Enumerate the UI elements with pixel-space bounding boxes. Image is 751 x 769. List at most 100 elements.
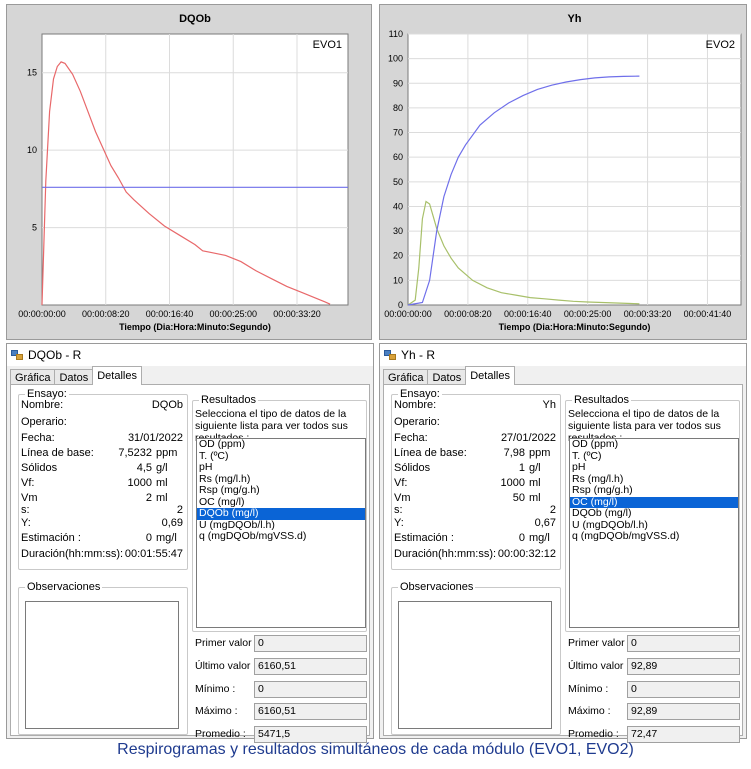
ensayo-field-unit: ml — [529, 492, 541, 504]
ensayo-field-unit: ppm — [529, 447, 551, 459]
observaciones-legend: Observaciones — [398, 581, 476, 593]
ensayo-field-value: 1000 — [127, 477, 152, 489]
resultados-list-item[interactable]: OC (mg/l) — [199, 495, 245, 508]
observaciones-group: Observaciones — [18, 581, 188, 735]
tab-datos[interactable]: Datos — [54, 369, 94, 385]
stat-label: Mínimo : — [195, 683, 236, 695]
resultados-list-item[interactable]: OD (ppm) — [572, 438, 619, 450]
x-axis-label: Tiempo (Dia:Hora:Minuto:Segundo) — [119, 322, 271, 332]
ensayo-field-value: 0 — [145, 532, 152, 544]
ensayo-field-label: Duración(hh:mm:ss): — [394, 548, 497, 560]
resultados-list-item[interactable]: T. (ºC) — [572, 449, 602, 462]
stat-label: Promedio : — [195, 728, 246, 740]
tab-detalles[interactable]: Detalles — [465, 366, 515, 385]
stat-value-box: 5471,5 — [254, 726, 367, 743]
y-tick-label: 80 — [393, 103, 403, 113]
ensayo-field-unit: mg/l — [156, 532, 177, 544]
resultados-list-item[interactable]: pH — [572, 461, 586, 473]
ensayo-field-label: Nombre: — [394, 399, 437, 411]
ensayo-field-label: Operario: — [21, 416, 67, 428]
y-tick-label: 15 — [27, 68, 37, 78]
ensayo-field-label: Estimación : — [394, 532, 454, 544]
y-tick-label: 30 — [393, 226, 403, 236]
stat-label: Mínimo : — [568, 683, 609, 695]
observaciones-textarea[interactable] — [25, 601, 179, 729]
ensayo-group: Ensayo: Nombre: DQOb Operario: Fecha: 31/01/2… — [18, 388, 188, 570]
window-title: Yh - R — [401, 348, 436, 362]
ensayo-field-value: 00:00:32:12 — [497, 548, 556, 560]
resultados-legend: Resultados — [199, 394, 259, 406]
resultados-description: Selecciona el tipo de datos de la siguie… — [195, 408, 348, 444]
tab-grafica[interactable]: Gráfica — [383, 369, 429, 385]
x-tick-label: 00:00:16:40 — [146, 309, 194, 319]
y-tick-label: 100 — [388, 54, 403, 64]
resultados-list-item[interactable]: Rsp (mg/g.h) — [199, 484, 260, 496]
resultados-list-item[interactable]: q (mgDQOb/mgVSS.d) — [572, 530, 680, 542]
stat-label: Máximo : — [195, 705, 238, 717]
ensayo-field-value: DQOb — [151, 399, 183, 411]
resultados-list-item[interactable]: DQOb (mg/l) — [572, 507, 632, 519]
ensayo-field-value: 1000 — [500, 477, 525, 489]
resultados-list-item[interactable]: DQOb (mg/l) — [197, 507, 365, 520]
resultados-list-item[interactable]: OC (mg/l) — [570, 496, 738, 508]
stat-label: Máximo : — [568, 705, 611, 717]
chart-module-tag: EVO2 — [706, 39, 735, 51]
ensayo-field-label: Fecha: — [394, 432, 428, 444]
resultados-list-item[interactable]: pH — [199, 461, 213, 473]
ensayo-field-label: Duración(hh:mm:ss): — [21, 548, 124, 560]
tab-page-detalles: Ensayo: Nombre: Yh Operario: Fecha: 27/01/202… — [383, 384, 743, 743]
observaciones-textarea[interactable] — [398, 601, 552, 729]
tab-datos[interactable]: Datos — [427, 369, 467, 385]
ensayo-field-unit: ml — [156, 492, 168, 504]
ensayo-field-value: 2 — [176, 504, 183, 516]
resultados-list-item[interactable]: Rs (mg/l.h) — [572, 472, 624, 485]
x-tick-label: 00:00:33:20 — [624, 309, 672, 319]
ensayo-field-value: 4,5 — [136, 462, 152, 474]
ensayo-field-label: Y: — [394, 517, 404, 529]
x-tick-label: 00:00:33:20 — [273, 309, 321, 319]
y-tick-label: 40 — [393, 201, 403, 211]
ensayo-field-value: 50 — [512, 492, 525, 504]
ensayo-field-value: 2 — [145, 492, 152, 504]
ensayo-field-value: 31/01/2022 — [127, 432, 183, 444]
ensayo-field-label: Línea de base: — [21, 447, 94, 459]
stat-value-box: 92,89 — [627, 658, 740, 675]
resultados-list-item[interactable]: q (mgDQOb/mgVSS.d) — [199, 530, 307, 542]
x-tick-label: 00:00:16:40 — [504, 309, 552, 319]
chart-yh: Yh 00:00:00:00 00:00:08:20 00:00:16:40 00:00… — [384, 13, 742, 332]
resultados-listbox[interactable]: OD (ppm) T. (ºC) pH Rs (mg/l.h) Rsp (mg/g.h)… — [196, 438, 366, 628]
resultados-list-item[interactable]: Rs (mg/l.h) — [199, 472, 251, 485]
ensayo-field-label: s: — [21, 504, 30, 516]
window-yh-r: Yh - R Gráfica Datos Detalles Ensayo: Nombre:… — [379, 343, 747, 743]
figure-caption: Respirogramas y resultados simultáneos d… — [117, 741, 634, 758]
plot-area — [407, 33, 742, 306]
resultados-listbox[interactable]: OD (ppm) T. (ºC) pH Rs (mg/l.h) Rsp (mg/g.h)… — [569, 438, 739, 628]
resultados-list-item[interactable]: U (mgDQOb/l.h) — [572, 518, 648, 531]
resultados-list-item[interactable]: U (mgDQOb/l.h) — [199, 518, 275, 531]
resultados-legend: Resultados — [572, 394, 632, 406]
y-tick-label: 110 — [389, 29, 403, 39]
ensayo-field-label: Vm — [21, 492, 38, 504]
tab-grafica[interactable]: Gráfica — [10, 369, 56, 385]
window-titlebar[interactable]: DQOb - R — [7, 344, 373, 366]
resultados-list-item[interactable]: OD (ppm) — [199, 438, 246, 450]
y-tick-label: 5 — [32, 223, 37, 233]
resultados-list-item[interactable]: Rsp (mg/g.h) — [572, 484, 633, 496]
ensayo-field-unit: ml — [156, 477, 168, 489]
ensayo-field-unit: g/l — [529, 462, 541, 474]
ensayo-field-value: 7,98 — [503, 447, 525, 459]
ensayo-field-label: Sólidos — [21, 462, 58, 474]
x-tick-label: 00:00:00:00 — [18, 309, 66, 319]
ensayo-field-label: Fecha: — [21, 432, 55, 444]
y-tick-label: 10 — [27, 145, 37, 155]
ensayo-field-label: Sólidos — [394, 462, 431, 474]
resultados-list-item[interactable]: T. (ºC) — [199, 449, 229, 462]
ensayo-field-label: Operario: — [394, 416, 440, 428]
window-titlebar[interactable]: Yh - R — [380, 344, 746, 366]
ensayo-field-label: Nombre: — [21, 399, 64, 411]
y-tick-label: 60 — [393, 152, 403, 162]
ensayo-field-value: 2 — [549, 504, 556, 516]
ensayo-field-label: Línea de base: — [394, 447, 467, 459]
ensayo-field-label: s: — [394, 504, 403, 516]
tab-detalles[interactable]: Detalles — [92, 366, 142, 385]
